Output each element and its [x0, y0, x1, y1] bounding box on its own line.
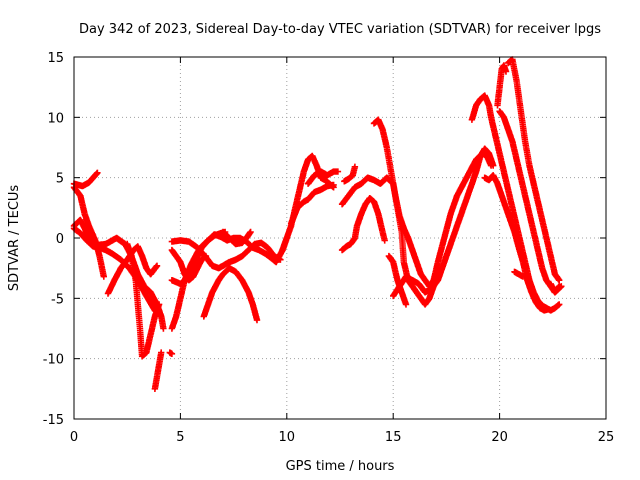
- y-axis-label: SDTVAR / TECUs: [7, 185, 22, 292]
- series-sat-ad: [547, 280, 565, 296]
- series-sat-z: [504, 56, 563, 284]
- series-markers: [504, 56, 563, 284]
- y-tick-label: -10: [43, 353, 64, 368]
- x-tick-label: 20: [491, 430, 508, 445]
- series-markers: [124, 240, 163, 360]
- series-markers: [511, 268, 527, 280]
- y-tick-label: 10: [47, 111, 64, 126]
- series-sat-h: [166, 349, 176, 357]
- y-tick-label: 15: [47, 51, 64, 66]
- series-sat-m: [200, 265, 261, 324]
- series-markers: [200, 265, 261, 324]
- series-sat-g: [151, 349, 165, 392]
- series-markers: [168, 237, 284, 272]
- y-tick-label: -5: [51, 292, 64, 307]
- x-tick-label: 25: [598, 430, 615, 445]
- series-markers: [481, 172, 552, 314]
- x-tick-label: 0: [70, 430, 78, 445]
- series-sat-q: [304, 168, 342, 187]
- series-markers: [151, 349, 165, 392]
- series-markers: [304, 168, 342, 187]
- y-tick-label: 0: [56, 232, 64, 247]
- series-sat-l: [168, 228, 229, 288]
- series-markers: [338, 195, 388, 254]
- series-markers: [547, 280, 565, 296]
- series-markers: [341, 163, 359, 185]
- series-markers: [219, 228, 254, 248]
- series-sat-f: [124, 240, 163, 360]
- y-tick-label: 5: [56, 172, 64, 187]
- chart-title: Day 342 of 2023, Sidereal Day-to-day VTE…: [79, 22, 601, 37]
- series-markers: [390, 145, 497, 300]
- series-markers: [168, 228, 229, 288]
- series-markers: [494, 62, 510, 109]
- x-tick-label: 5: [176, 430, 184, 445]
- series-sat-n: [219, 228, 254, 248]
- tick-labels: 0 5 10 15 20 25 -15 -10 -5 0 5 10 15: [43, 51, 615, 445]
- series-sat-p: [287, 181, 337, 227]
- series-markers: [370, 116, 495, 290]
- plot-border: [73, 56, 607, 420]
- series-sat-u: [370, 116, 495, 290]
- data-series: [70, 56, 565, 392]
- series-sat-k: [168, 237, 284, 272]
- x-tick-label: 15: [385, 430, 402, 445]
- series-sat-y: [494, 62, 510, 109]
- x-axis-label: GPS time / hours: [286, 459, 395, 474]
- series-sat-w: [390, 145, 497, 300]
- x-tick-label: 10: [279, 430, 296, 445]
- series-markers: [166, 349, 176, 357]
- y-tick-label: -15: [43, 413, 64, 428]
- series-sat-ac: [511, 268, 527, 280]
- series-sat-ab: [481, 172, 552, 314]
- series-sat-s: [338, 195, 388, 254]
- series-sat-r: [341, 163, 359, 185]
- series-markers: [287, 181, 337, 227]
